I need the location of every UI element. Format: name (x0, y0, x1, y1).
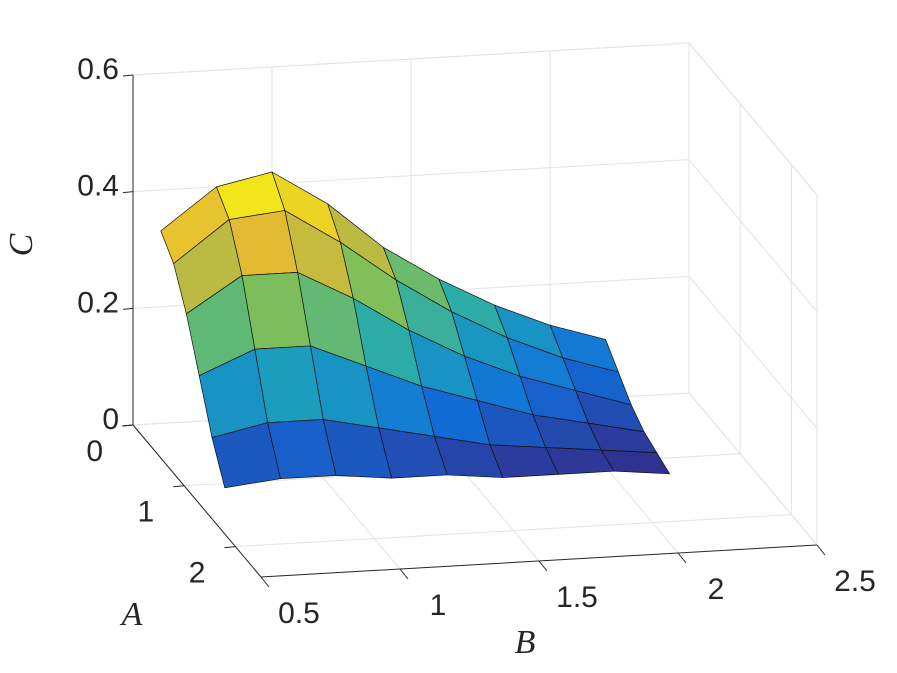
y-axis (132, 424, 262, 578)
x-tick-label: 1 (430, 589, 447, 622)
x-tick-label: 2.5 (834, 565, 876, 598)
x-tick (538, 560, 548, 572)
x-tick-label: 0.5 (278, 597, 320, 630)
y-tick (224, 546, 236, 549)
grid-line (688, 159, 818, 312)
z-tick (122, 74, 134, 77)
z-axis-label: C (3, 233, 40, 256)
z-tick-label: 0.4 (77, 170, 119, 203)
z-tick (122, 191, 134, 194)
grid-line (688, 392, 818, 546)
y-axis-label: A (120, 596, 143, 633)
grid-line (688, 276, 818, 429)
x-tick-label: 1.5 (556, 581, 598, 614)
box-edge (688, 42, 818, 196)
x-axis-label: B (515, 624, 536, 661)
y-tick (173, 485, 185, 488)
x-tick (399, 568, 409, 580)
z-tick (122, 307, 134, 310)
grid-line (235, 514, 792, 548)
x-tick-label: 2 (708, 573, 725, 606)
z-tick-label: 0 (102, 403, 119, 436)
x-tick (260, 576, 270, 588)
z-tick-label: 0.2 (77, 286, 119, 319)
x-tick (677, 552, 687, 564)
y-tick (121, 424, 134, 427)
surface-patch (211, 422, 281, 489)
y-tick-label: 1 (138, 496, 155, 529)
x-tick (816, 544, 826, 556)
z-tick-label: 0.6 (77, 53, 119, 86)
y-tick-label: 0 (86, 435, 103, 468)
y-tick-label: 2 (189, 557, 206, 590)
box-edge (132, 42, 690, 76)
